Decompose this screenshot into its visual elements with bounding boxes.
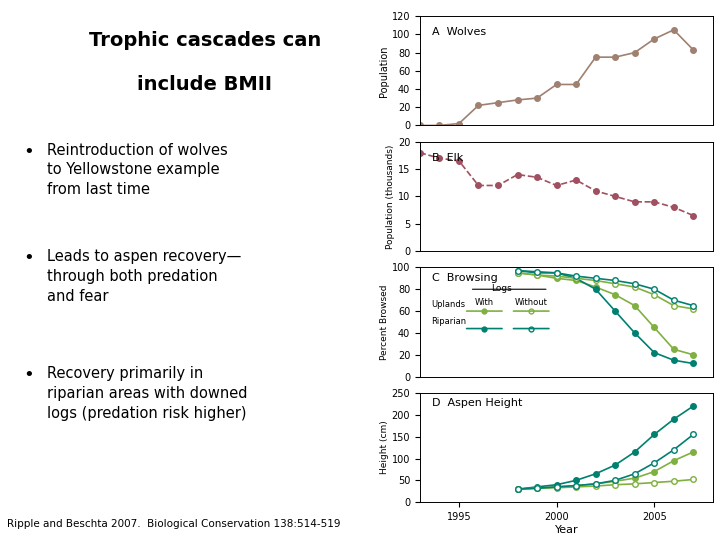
- Text: Trophic cascades can: Trophic cascades can: [89, 31, 321, 50]
- Text: Logs: Logs: [492, 284, 512, 293]
- Text: Reintroduction of wolves
to Yellowstone example
from last time: Reintroduction of wolves to Yellowstone …: [47, 143, 228, 197]
- Text: •: •: [23, 143, 34, 160]
- Text: C  Browsing: C Browsing: [431, 273, 498, 283]
- Y-axis label: Population: Population: [379, 45, 389, 97]
- Text: A  Wolves: A Wolves: [431, 27, 486, 37]
- Text: Ripple and Beschta 2007.  Biological Conservation 138:514-519: Ripple and Beschta 2007. Biological Cons…: [7, 519, 341, 529]
- Text: D  Aspen Height: D Aspen Height: [431, 399, 522, 408]
- Text: With: With: [474, 298, 494, 307]
- Text: include BMII: include BMII: [138, 75, 272, 93]
- Text: Without: Without: [515, 298, 548, 307]
- Y-axis label: Height (cm): Height (cm): [379, 421, 389, 475]
- Y-axis label: Percent Browsed: Percent Browsed: [380, 284, 389, 360]
- Text: •: •: [23, 249, 34, 267]
- Text: •: •: [23, 366, 34, 384]
- Text: Uplands: Uplands: [431, 300, 466, 309]
- Y-axis label: Population (thousands): Population (thousands): [386, 144, 395, 248]
- Text: Riparian: Riparian: [431, 318, 467, 326]
- Text: Leads to aspen recovery—
through both predation
and fear: Leads to aspen recovery— through both pr…: [47, 249, 241, 304]
- Text: Recovery primarily in
riparian areas with downed
logs (predation risk higher): Recovery primarily in riparian areas wit…: [47, 366, 247, 421]
- X-axis label: Year: Year: [554, 525, 578, 535]
- Text: B  Elk: B Elk: [431, 153, 463, 163]
